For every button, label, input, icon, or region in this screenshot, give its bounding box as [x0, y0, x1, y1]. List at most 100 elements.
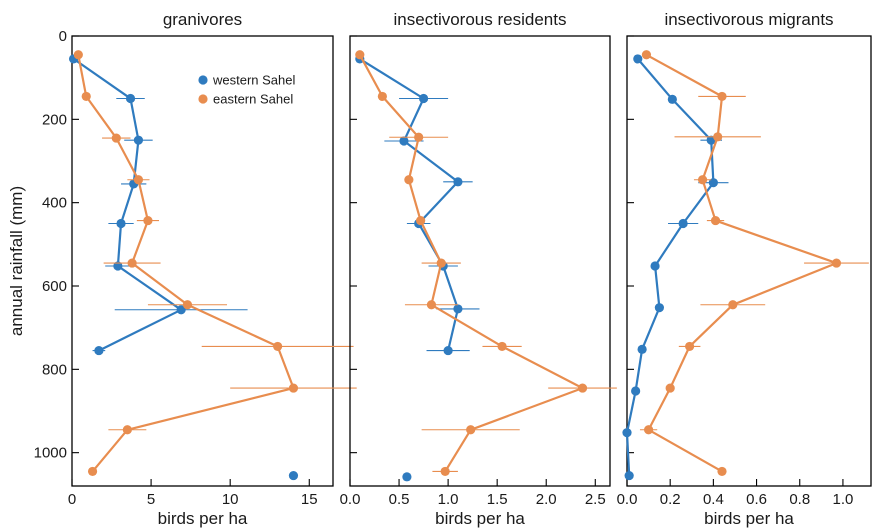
data-point — [94, 345, 104, 356]
data-point — [116, 218, 126, 229]
data-point — [654, 303, 664, 313]
data-point — [404, 175, 414, 185]
data-point — [127, 258, 137, 268]
data-point — [436, 258, 446, 268]
y-tick-label: 800 — [42, 361, 67, 378]
y-tick-label: 200 — [42, 111, 67, 128]
x-tick-label: 0 — [68, 491, 76, 508]
data-point — [497, 341, 507, 352]
series-line — [358, 54, 584, 472]
data-point — [73, 50, 83, 60]
x-axis-label: birds per ha — [704, 509, 794, 528]
data-point — [426, 300, 437, 310]
data-point — [440, 466, 450, 477]
data-point — [665, 383, 675, 393]
data-point — [111, 133, 121, 143]
legend-marker — [198, 75, 208, 85]
panel-title: granivores — [163, 10, 242, 29]
data-point — [685, 341, 695, 352]
data-point — [708, 178, 718, 188]
legend-marker — [198, 94, 208, 104]
data-point — [633, 54, 643, 64]
x-tick-label: 1.0 — [832, 491, 853, 508]
data-point — [122, 425, 132, 435]
data-point — [399, 136, 409, 146]
data-point — [713, 132, 723, 142]
data-point — [443, 345, 453, 356]
plot-frame — [626, 35, 872, 487]
data-point — [273, 341, 283, 352]
data-point — [182, 300, 193, 310]
data-point — [717, 91, 727, 102]
series-eastern-sahel — [639, 50, 869, 477]
series-eastern-sahel — [355, 50, 617, 477]
data-point — [624, 470, 634, 481]
data-point — [288, 383, 299, 393]
data-point — [377, 91, 387, 102]
data-point — [678, 218, 688, 229]
plot-frame — [349, 35, 611, 487]
data-point — [697, 175, 708, 185]
data-point — [355, 50, 365, 60]
x-tick-label: 0.0 — [340, 491, 361, 508]
x-tick-label: 5 — [147, 491, 155, 508]
data-point — [710, 215, 721, 226]
chart-panel-3: insectivorous migrants 0.0 0.2 0.4 0.6 0.8 1.0… — [617, 10, 872, 528]
x-axis-label: birds per ha — [435, 509, 525, 528]
series-line — [72, 57, 183, 352]
data-point — [643, 425, 654, 435]
data-point — [831, 258, 842, 268]
data-point — [143, 215, 153, 226]
data-point — [622, 428, 632, 438]
legend: western Sahel eastern Sahel — [198, 73, 295, 107]
data-point — [416, 215, 426, 226]
x-tick-label: 0.6 — [746, 491, 767, 508]
chart-panel-2: insectivorous residents 0.0 0.5 1.0 1.5 2.0 2.… — [340, 10, 617, 528]
chart-panel-1: granivores 0 5 10 15 0 200 400 600 800 1000 birds p… — [7, 10, 357, 528]
panel-title: insectivorous residents — [394, 10, 567, 29]
series-western-sahel — [68, 54, 299, 481]
x-tick-label: 1.5 — [487, 491, 508, 508]
data-point — [418, 93, 429, 104]
series-line — [359, 57, 459, 351]
data-point — [717, 466, 727, 477]
data-point — [125, 93, 136, 104]
data-point — [577, 383, 588, 393]
panel-title: insectivorous migrants — [664, 10, 833, 29]
y-tick-label: 1000 — [34, 445, 67, 462]
data-point — [637, 344, 647, 354]
plot-frame — [71, 35, 334, 487]
x-tick-label: 0.4 — [703, 491, 724, 508]
y-tick-label: 600 — [42, 278, 67, 295]
data-point — [631, 386, 641, 396]
x-tick-label: 0.0 — [617, 491, 638, 508]
x-tick-label: 1.0 — [438, 491, 459, 508]
x-axis-label: birds per ha — [158, 509, 248, 528]
data-point — [133, 175, 144, 185]
series-eastern-sahel — [73, 50, 357, 477]
data-point — [87, 466, 98, 477]
x-tick-label: 10 — [222, 491, 239, 508]
data-point — [81, 91, 91, 102]
series-western-sahel — [355, 54, 480, 482]
x-tick-label: 0.8 — [789, 491, 810, 508]
data-point — [402, 472, 412, 482]
data-point — [641, 50, 652, 60]
legend-label: western Sahel — [212, 73, 295, 88]
data-point — [176, 305, 186, 315]
series-line — [625, 58, 715, 476]
data-point — [288, 470, 299, 481]
data-point — [650, 261, 660, 271]
y-tick-label: 0 — [59, 28, 67, 45]
data-point — [453, 304, 463, 314]
x-tick-label: 0.5 — [389, 491, 410, 508]
data-point — [414, 132, 424, 142]
data-point — [113, 261, 123, 271]
data-point — [133, 135, 144, 145]
series-western-sahel — [622, 54, 729, 481]
data-point — [667, 94, 677, 104]
data-point — [466, 425, 476, 435]
x-tick-label: 2.0 — [536, 491, 557, 508]
y-tick-label: 400 — [42, 195, 67, 212]
